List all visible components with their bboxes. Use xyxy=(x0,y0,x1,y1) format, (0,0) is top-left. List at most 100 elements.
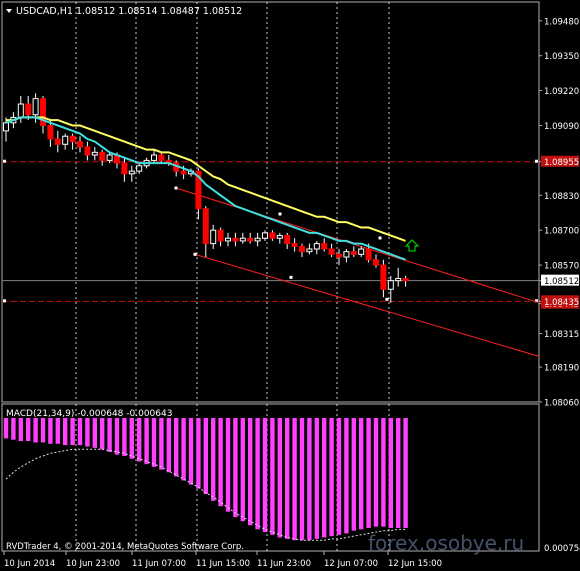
candle-body xyxy=(47,124,54,140)
macd-histogram-bar xyxy=(277,418,282,538)
macd-histogram-bar xyxy=(40,418,46,443)
macd-histogram-bar xyxy=(270,418,275,535)
macd-histogram-bar xyxy=(233,418,238,518)
candle-body xyxy=(202,208,209,245)
macd-histogram-bar xyxy=(188,418,194,485)
macd-histogram-bar xyxy=(77,418,83,446)
macd-histogram-bar xyxy=(403,418,408,528)
macd-histogram-bar xyxy=(218,418,223,507)
macd-histogram-bar xyxy=(255,418,260,530)
main-plot-frame xyxy=(1,1,540,403)
buy-arrow-icon xyxy=(404,239,420,252)
candle-body xyxy=(54,138,61,145)
candle-body xyxy=(25,103,32,116)
price-axis-label: 1.09220 xyxy=(544,87,579,97)
channel-anchor xyxy=(378,236,382,240)
candle-body xyxy=(291,243,298,247)
channel-anchor xyxy=(174,186,178,190)
candle-body xyxy=(380,264,387,290)
macd-histogram-bar xyxy=(63,418,68,446)
price-axis-label: 1.08700 xyxy=(544,227,579,237)
macd-histogram-bar xyxy=(203,418,208,495)
macd-histogram-bar xyxy=(314,418,319,539)
macd-histogram-bar xyxy=(307,418,312,541)
candle-body xyxy=(402,278,409,282)
candle-body xyxy=(128,170,135,175)
horizontal-levels xyxy=(2,159,539,303)
price-axis-label: 1.08315 xyxy=(544,330,579,340)
candle-body xyxy=(136,165,143,172)
candle-body xyxy=(40,98,46,126)
macd-signal-line xyxy=(5,448,406,541)
price-axis-label: 1.09090 xyxy=(544,122,579,132)
candle-body xyxy=(195,170,202,210)
macd-histogram-bar xyxy=(396,418,401,528)
candle-body xyxy=(395,278,402,282)
macd-histogram-bar xyxy=(373,418,379,527)
price-label-box xyxy=(541,274,579,286)
macd-histogram-bar xyxy=(240,418,245,522)
candle-body xyxy=(62,135,69,145)
time-axis-label: 12 Jun 15:00 xyxy=(388,559,442,569)
price-axis: 1.09480 1.09350 1.09220 1.09090 1.08955 1.088… xyxy=(539,17,580,554)
macd-histogram-bar xyxy=(299,418,305,541)
candle-body xyxy=(321,243,328,250)
candle-body xyxy=(121,162,128,175)
channel-anchor xyxy=(278,212,282,216)
candle-body xyxy=(232,237,239,242)
macd-histogram-bar xyxy=(322,418,327,538)
level-anchor xyxy=(535,159,538,163)
macd-histogram-bar xyxy=(344,418,349,534)
candle-body xyxy=(262,232,268,239)
candle-body xyxy=(3,122,9,132)
macd-histogram-bar xyxy=(262,418,268,533)
macd-histogram-bar xyxy=(336,418,342,535)
candle-body xyxy=(225,237,231,242)
macd-histogram-bar xyxy=(151,418,157,467)
macd-histogram-bar xyxy=(122,418,127,457)
macd-histogram-bar xyxy=(196,418,201,489)
price-axis-label: 1.08435 xyxy=(544,298,579,308)
macd-histogram-bar xyxy=(292,418,297,541)
macd-histogram-bar xyxy=(174,418,179,477)
candle-body xyxy=(106,154,113,161)
macd-histogram-bar xyxy=(85,418,90,447)
macd-histogram-bar xyxy=(18,418,23,442)
candle-body xyxy=(336,253,342,258)
ma-fast-line xyxy=(5,116,406,261)
candle-body xyxy=(151,154,157,161)
price-axis-label: 1.08512 xyxy=(544,277,579,287)
watermark-text: forex.osobye.ru xyxy=(368,531,524,555)
candle-body xyxy=(373,259,379,266)
price-axis-label: 1.08060 xyxy=(544,399,579,409)
macd-histogram-bar xyxy=(129,418,134,459)
macd-histogram-bar xyxy=(285,418,290,539)
candle-body xyxy=(32,98,39,116)
price-axis-label: 1.09350 xyxy=(544,52,579,62)
price-axis-label: 1.08955 xyxy=(544,158,579,168)
macd-plot-frame xyxy=(1,403,540,552)
channel-lower-line xyxy=(194,253,540,357)
macd-histogram-bar xyxy=(92,418,97,448)
candle-body xyxy=(254,237,261,242)
candle-body xyxy=(77,141,83,148)
ma-slow-line xyxy=(6,116,406,242)
copyright-text: RVDTrader 4, © 2001-2014, MetaQuotes Sof… xyxy=(6,542,244,552)
macd-histogram-bar xyxy=(48,418,53,444)
macd-histogram-bar xyxy=(211,418,216,501)
price-axis-label: 1.08190 xyxy=(544,364,579,374)
price-label-box xyxy=(541,295,579,307)
candle-body xyxy=(69,135,76,143)
price-label-box xyxy=(541,155,579,167)
candle-body xyxy=(210,229,217,245)
candle-body xyxy=(358,248,365,255)
level-anchor xyxy=(3,159,6,163)
candle-body xyxy=(99,151,106,161)
level-anchor xyxy=(3,299,6,303)
symbol-dropdown-icon[interactable] xyxy=(6,9,12,13)
macd-histogram-bar xyxy=(159,418,164,470)
macd-histogram-bar xyxy=(248,418,253,526)
candle-body xyxy=(17,103,24,118)
macd-histogram-bar xyxy=(33,418,38,443)
